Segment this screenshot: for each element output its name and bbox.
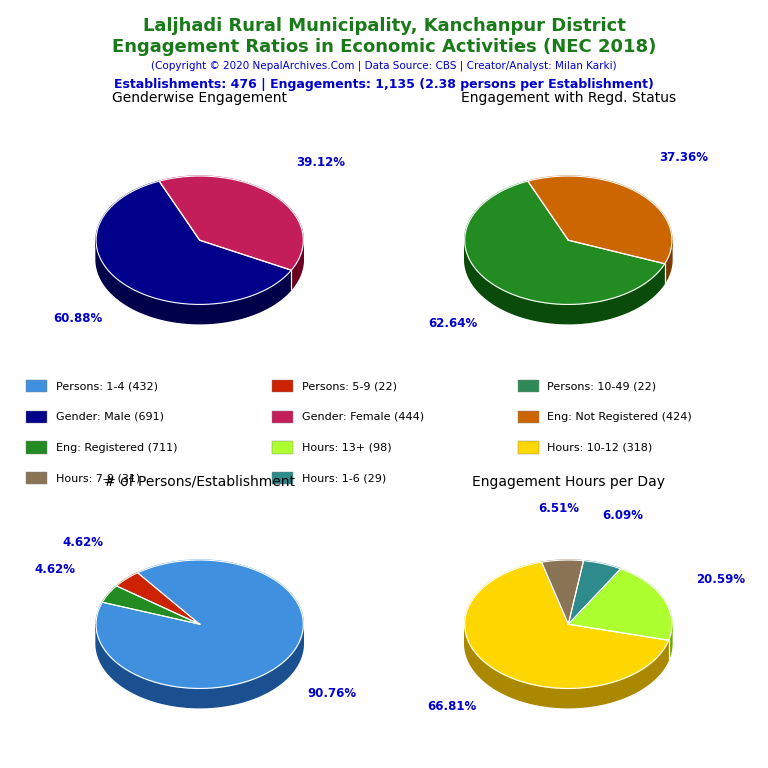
Polygon shape: [669, 623, 672, 660]
Polygon shape: [465, 181, 665, 304]
Title: Engagement Hours per Day: Engagement Hours per Day: [472, 475, 665, 489]
Text: 62.64%: 62.64%: [429, 316, 478, 329]
Text: 6.51%: 6.51%: [538, 502, 579, 515]
Text: Gender: Male (691): Gender: Male (691): [56, 412, 164, 422]
Polygon shape: [665, 240, 672, 283]
FancyBboxPatch shape: [518, 380, 538, 392]
FancyBboxPatch shape: [518, 411, 538, 423]
Text: Hours: 10-12 (318): Hours: 10-12 (318): [548, 442, 653, 452]
FancyBboxPatch shape: [26, 472, 47, 485]
Polygon shape: [465, 562, 669, 688]
FancyBboxPatch shape: [518, 442, 538, 454]
Polygon shape: [528, 176, 672, 263]
Polygon shape: [102, 586, 200, 624]
Text: Persons: 5-9 (22): Persons: 5-9 (22): [302, 381, 396, 391]
Polygon shape: [117, 573, 200, 624]
Text: 39.12%: 39.12%: [296, 155, 346, 168]
Text: Persons: 10-49 (22): Persons: 10-49 (22): [548, 381, 657, 391]
Text: 4.62%: 4.62%: [34, 563, 75, 576]
Text: Eng: Registered (711): Eng: Registered (711): [56, 442, 177, 452]
Text: 4.62%: 4.62%: [62, 536, 104, 549]
Text: Establishments: 476 | Engagements: 1,135 (2.38 persons per Establishment): Establishments: 476 | Engagements: 1,135…: [114, 78, 654, 91]
Polygon shape: [465, 624, 669, 707]
Title: Genderwise Engagement: Genderwise Engagement: [112, 91, 287, 105]
Polygon shape: [568, 561, 621, 624]
Title: # of Persons/Establishment: # of Persons/Establishment: [104, 475, 295, 489]
Text: Hours: 1-6 (29): Hours: 1-6 (29): [302, 473, 386, 483]
Text: 37.36%: 37.36%: [659, 151, 708, 164]
FancyBboxPatch shape: [272, 472, 293, 485]
Text: Engagement Ratios in Economic Activities (NEC 2018): Engagement Ratios in Economic Activities…: [112, 38, 656, 55]
FancyBboxPatch shape: [272, 442, 293, 454]
Text: 20.59%: 20.59%: [696, 574, 745, 586]
FancyBboxPatch shape: [26, 380, 47, 392]
Text: 6.09%: 6.09%: [603, 508, 644, 521]
Polygon shape: [568, 569, 672, 641]
Text: Eng: Not Registered (424): Eng: Not Registered (424): [548, 412, 692, 422]
Text: 60.88%: 60.88%: [54, 312, 103, 325]
Title: Engagement with Regd. Status: Engagement with Regd. Status: [461, 91, 676, 105]
Text: (Copyright © 2020 NepalArchives.Com | Data Source: CBS | Creator/Analyst: Milan : (Copyright © 2020 NepalArchives.Com | Da…: [151, 61, 617, 71]
FancyBboxPatch shape: [26, 411, 47, 423]
FancyBboxPatch shape: [272, 380, 293, 392]
Polygon shape: [96, 624, 303, 707]
Text: 90.76%: 90.76%: [307, 687, 356, 700]
Polygon shape: [541, 560, 584, 624]
Polygon shape: [159, 176, 303, 270]
Text: Persons: 1-4 (432): Persons: 1-4 (432): [56, 381, 158, 391]
Polygon shape: [96, 560, 303, 688]
Text: Laljhadi Rural Municipality, Kanchanpur District: Laljhadi Rural Municipality, Kanchanpur …: [143, 17, 625, 35]
FancyBboxPatch shape: [26, 442, 47, 454]
Text: Hours: 13+ (98): Hours: 13+ (98): [302, 442, 391, 452]
Polygon shape: [96, 240, 291, 323]
Polygon shape: [465, 240, 665, 323]
Text: Hours: 7-9 (31): Hours: 7-9 (31): [56, 473, 141, 483]
Text: Gender: Female (444): Gender: Female (444): [302, 412, 424, 422]
Polygon shape: [96, 181, 291, 304]
Text: 66.81%: 66.81%: [428, 700, 477, 713]
Polygon shape: [291, 239, 303, 290]
FancyBboxPatch shape: [272, 411, 293, 423]
